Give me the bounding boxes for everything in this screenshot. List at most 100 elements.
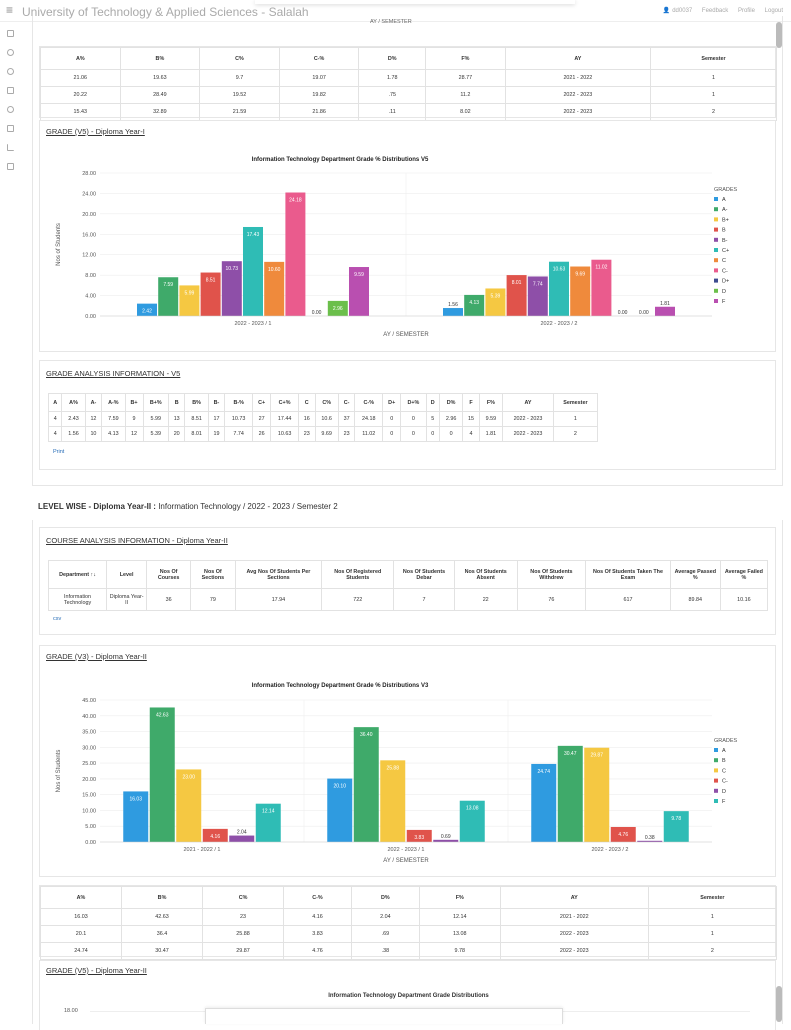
table-cell: 2022 - 2023: [499, 942, 649, 960]
column-header[interactable]: AY: [504, 47, 652, 70]
table-cell: .11: [358, 103, 427, 121]
column-header[interactable]: C%: [202, 886, 285, 909]
column-header[interactable]: C-%: [278, 47, 360, 70]
feedback-link[interactable]: Feedback: [701, 8, 729, 14]
user-key-icon[interactable]: [7, 68, 14, 75]
column-header[interactable]: A%: [61, 393, 86, 412]
column-header[interactable]: C-: [337, 393, 356, 412]
column-header[interactable]: Average Failed %: [719, 560, 769, 589]
column-header[interactable]: C+%: [270, 393, 299, 412]
column-header[interactable]: A%: [39, 886, 123, 909]
bar-data-label: 1.56: [448, 302, 458, 308]
profile-link[interactable]: Profile: [737, 8, 755, 14]
legend-title: GRADES: [714, 187, 738, 193]
column-header[interactable]: Level: [106, 560, 148, 589]
column-header[interactable]: B%: [121, 886, 204, 909]
scrollbar-thumb-top[interactable]: [776, 22, 782, 48]
dashboard-icon[interactable]: [7, 30, 14, 37]
column-header[interactable]: Average Passed %: [669, 560, 721, 589]
column-header[interactable]: D: [425, 393, 440, 412]
column-header[interactable]: AY: [499, 886, 649, 909]
bar-data-label: 2.96: [333, 306, 343, 312]
column-header[interactable]: B: [167, 393, 186, 412]
bar-bplus: [179, 285, 200, 316]
column-header[interactable]: F: [462, 393, 480, 412]
grade-v5-year1-heading[interactable]: GRADE (V5) - Diploma Year-I: [46, 127, 145, 136]
table-cell: 42.63: [121, 908, 204, 926]
column-header[interactable]: C-%: [283, 886, 352, 909]
column-header[interactable]: Nos Of Courses: [146, 560, 192, 589]
legend-label: F: [722, 799, 726, 805]
column-header[interactable]: Nos Of Registered Students: [321, 560, 395, 589]
column-header[interactable]: B%: [119, 47, 201, 70]
grade-v5-year2-heading[interactable]: GRADE (V5) - Diploma Year-II: [46, 966, 147, 975]
table-cell: 15.43: [40, 103, 121, 121]
legend-label: C: [722, 768, 726, 774]
column-header[interactable]: B%: [184, 393, 209, 412]
column-header[interactable]: Nos Of Students Taken The Exam: [585, 560, 671, 589]
column-header[interactable]: Nos Of Students Withdrew: [516, 560, 587, 589]
column-header[interactable]: F%: [418, 886, 501, 909]
column-header[interactable]: C: [297, 393, 316, 412]
legend-label: C+: [722, 248, 729, 254]
print-link[interactable]: Print: [53, 449, 65, 455]
report-icon[interactable]: [7, 125, 14, 132]
clipboard-icon[interactable]: [7, 87, 14, 94]
column-header[interactable]: Nos Of Students Debar: [393, 560, 455, 589]
column-header[interactable]: Avg Nos Of Students Per Sections: [234, 560, 323, 589]
document-icon[interactable]: [7, 163, 14, 170]
table-cell: 2022 - 2023: [502, 411, 554, 427]
column-header[interactable]: AY: [502, 393, 554, 412]
grade-analysis-heading[interactable]: GRADE ANALYSIS INFORMATION - V5: [46, 369, 181, 378]
table-cell: 79: [190, 588, 236, 611]
bar-bplus: [485, 288, 506, 316]
column-header[interactable]: B-: [207, 393, 226, 412]
column-header[interactable]: C%: [314, 393, 339, 412]
column-header[interactable]: A-%: [101, 393, 126, 412]
column-header[interactable]: Department ↑↓: [47, 560, 108, 589]
column-header[interactable]: D%: [358, 47, 427, 70]
chart-icon[interactable]: [7, 144, 14, 151]
column-header[interactable]: A: [47, 393, 63, 412]
column-header[interactable]: A%: [40, 47, 121, 70]
column-header[interactable]: Semester: [650, 47, 777, 70]
column-header[interactable]: F%: [478, 393, 504, 412]
column-header[interactable]: A-: [84, 393, 103, 412]
bar-data-label: 0.00: [312, 310, 322, 316]
legend-swatch: [714, 227, 718, 232]
scrollbar-thumb-bottom[interactable]: [776, 986, 782, 1022]
csv-link[interactable]: csv: [53, 616, 62, 622]
users-icon[interactable]: [7, 106, 14, 113]
column-header[interactable]: F%: [425, 47, 506, 70]
column-header[interactable]: D%: [350, 886, 420, 909]
logout-link[interactable]: Logout: [764, 8, 783, 14]
table-cell: 8.01: [184, 426, 209, 442]
column-header[interactable]: D%: [438, 393, 464, 412]
column-header[interactable]: B+: [124, 393, 144, 412]
column-header[interactable]: Nos Of Students Absent: [453, 560, 518, 589]
table-cell: 89.84: [669, 588, 721, 611]
table-cell: 4.76: [283, 942, 352, 960]
table-cell: 8.02: [425, 103, 506, 121]
column-header[interactable]: B-%: [224, 393, 254, 412]
axis-caption: AY / SEMESTER: [370, 19, 412, 25]
course-analysis-heading[interactable]: COURSE ANALYSIS INFORMATION - Diploma Ye…: [46, 536, 228, 545]
column-header[interactable]: Semester: [647, 886, 778, 909]
column-header[interactable]: C+: [252, 393, 272, 412]
column-header[interactable]: B+%: [142, 393, 169, 412]
hamburger-menu-icon[interactable]: ≡: [6, 3, 14, 17]
table-cell: 1: [552, 411, 599, 427]
column-header[interactable]: Nos Of Sections: [190, 560, 236, 589]
bar-data-label: 10.63: [553, 267, 566, 273]
user-icon[interactable]: [7, 49, 14, 56]
grade-v5-chart: Information Technology Department Grade …: [56, 157, 738, 338]
column-header[interactable]: D+%: [400, 393, 427, 412]
column-header[interactable]: D+: [382, 393, 402, 412]
grade-v3-year2-heading[interactable]: GRADE (V3) - Diploma Year-II: [46, 652, 147, 661]
column-header[interactable]: C%: [199, 47, 280, 70]
y-tick-label: 35.00: [82, 730, 96, 736]
column-header[interactable]: Semester: [552, 393, 599, 412]
user-name[interactable]: dd0037: [672, 8, 693, 14]
bar-data-label: 8.51: [206, 278, 216, 284]
column-header[interactable]: C-%: [354, 393, 384, 412]
